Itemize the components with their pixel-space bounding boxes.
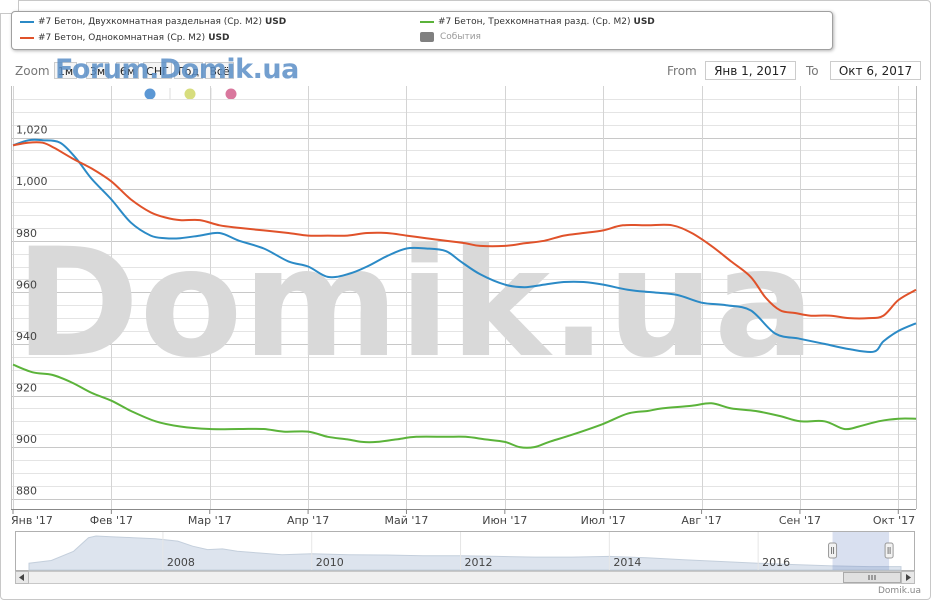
series-line-3[interactable] (12, 363, 917, 449)
event-markers (144, 88, 237, 100)
series-line-2[interactable] (12, 141, 917, 320)
y-tick-label: 900 (16, 433, 37, 446)
y-tick-label: 1,020 (16, 124, 48, 137)
scrollbar-track[interactable] (15, 571, 915, 584)
legend-item-one-room[interactable]: #7 Бетон, Однокомнатная (Ср. М2) USD (20, 33, 229, 43)
zoom-button-1m[interactable]: 1м (54, 62, 77, 79)
navigator-right-handle[interactable] (884, 542, 894, 559)
navigator-series (28, 535, 902, 571)
legend-line-swatch (20, 21, 34, 23)
chart-series (12, 138, 917, 449)
y-tick-label: 920 (16, 382, 37, 395)
chevron-left-icon (19, 574, 24, 581)
legend-item-unit: USD (208, 33, 230, 43)
x-tick-label: Сен '17 (779, 514, 821, 527)
navigator-left-handle[interactable] (828, 542, 838, 559)
zoom-label: Zoom (15, 64, 50, 78)
legend-item-two-room[interactable]: #7 Бетон, Двухкомнатная раздельная (Ср. … (20, 17, 286, 27)
legend-item-unit: USD (633, 17, 655, 27)
legend: #7 Бетон, Двухкомнатная раздельная (Ср. … (11, 11, 833, 50)
x-tick-label: Апр '17 (287, 514, 329, 527)
x-tick-label: Янв '17 (11, 514, 53, 527)
navigator-tick-label: 2012 (465, 556, 493, 569)
navigator-selection[interactable] (832, 532, 890, 570)
from-label: From (667, 64, 697, 78)
event-marker-1[interactable] (144, 88, 156, 100)
navigator-tick-label: 2016 (762, 556, 790, 569)
to-date-input[interactable]: Окт 6, 2017 (830, 61, 921, 80)
navigator-tick-label: 2014 (613, 556, 641, 569)
x-axis-ticks: Янв '17 Фев '17 Мар '17 Апр '17 Май '17 Июн '… (11, 509, 915, 527)
series-line-1[interactable] (12, 138, 917, 354)
chevron-right-icon (906, 574, 911, 581)
legend-line-swatch (420, 21, 434, 23)
legend-item-label: #7 Бетон, Двухкомнатная раздельная (Ср. … (38, 17, 262, 27)
to-label: To (806, 64, 819, 78)
forum-watermark: Forum.Domik.ua (55, 54, 299, 85)
y-tick-label: 880 (16, 485, 37, 498)
legend-line-swatch (20, 37, 34, 39)
x-tick-label: Авг '17 (681, 514, 721, 527)
legend-box-swatch (420, 32, 434, 42)
legend-item-unit: USD (264, 17, 287, 27)
y-tick-label: 940 (16, 330, 37, 343)
zoom-button-ytd[interactable]: СНГ (143, 62, 172, 79)
y-tick-label: 1,000 (16, 175, 48, 188)
navigator[interactable]: 2008 2010 2012 2014 2016 (15, 531, 915, 584)
navigator-tick-label: 2008 (167, 556, 195, 569)
from-date-input[interactable]: Янв 1, 2017 (705, 61, 796, 80)
zoom-button-year[interactable]: Год (174, 62, 203, 79)
navigator-tick-label: 2010 (316, 556, 344, 569)
x-tick-label: Июн '17 (482, 514, 527, 527)
chart-gridlines (11, 86, 917, 510)
legend-item-label: #7 Бетон, Однокомнатная (Ср. М2) (38, 33, 206, 43)
y-axis-ticks: 880 900 920 940 960 980 1,000 1,020 (16, 124, 48, 498)
x-tick-label: Май '17 (385, 514, 429, 527)
y-tick-label: 980 (16, 227, 37, 240)
legend-item-label: #7 Бетон, Трехкомнатная разд. (Ср. М2) (438, 17, 631, 27)
menu-toggle[interactable] (0, 0, 19, 14)
event-marker-2[interactable] (184, 88, 196, 100)
domik-watermark: Domik.ua (15, 217, 815, 391)
x-tick-label: Июл '17 (581, 514, 626, 527)
event-marker-3[interactable] (225, 88, 237, 100)
x-tick-label: Окт '17 (873, 514, 915, 527)
zoom-button-all[interactable]: Всё (205, 62, 234, 79)
zoom-button-6m[interactable]: 6м (116, 62, 139, 79)
legend-item-three-room[interactable]: #7 Бетон, Трехкомнатная разд. (Ср. М2) U… (420, 17, 655, 27)
legend-item-label: События (440, 32, 481, 42)
zoom-button-3m[interactable]: 3м (86, 62, 109, 79)
y-tick-label: 960 (16, 278, 37, 291)
x-tick-label: Мар '17 (188, 514, 232, 527)
legend-item-events[interactable]: События (420, 32, 481, 42)
x-tick-label: Фев '17 (90, 514, 133, 527)
credit-link[interactable]: Domik.ua (878, 586, 921, 596)
